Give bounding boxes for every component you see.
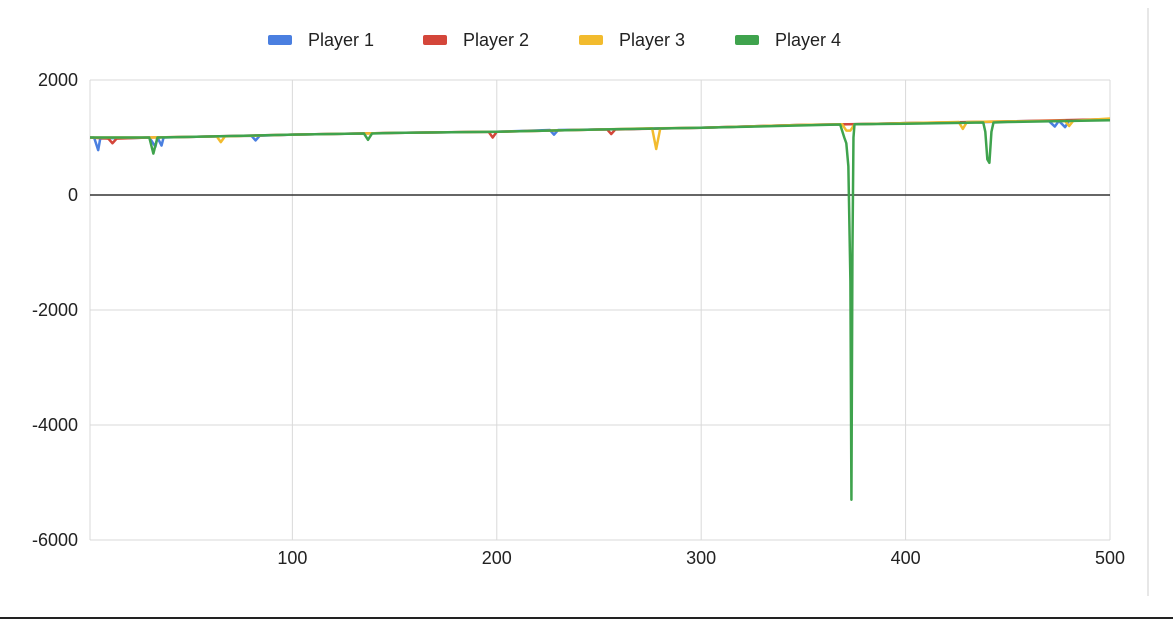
series-line-player-4 xyxy=(90,119,1111,501)
grid-lines xyxy=(89,79,1111,541)
legend-label-player-1: Player 1 xyxy=(308,30,374,50)
y-tick-label: 2000 xyxy=(38,70,78,90)
y-tick-label: 0 xyxy=(68,185,78,205)
legend: Player 1 Player 2 Player 3 Player 4 xyxy=(268,30,841,50)
legend-swatch-player-3 xyxy=(579,35,603,45)
legend-label-player-2: Player 2 xyxy=(463,30,529,50)
legend-swatch-player-1 xyxy=(268,35,292,45)
y-tick-label: -6000 xyxy=(32,530,78,550)
x-tick-label: 300 xyxy=(686,548,716,568)
x-tick-label: 500 xyxy=(1095,548,1125,568)
legend-swatch-player-2 xyxy=(423,35,447,45)
x-tick-label: 100 xyxy=(277,548,307,568)
legend-label-player-4: Player 4 xyxy=(775,30,841,50)
y-tick-label: -2000 xyxy=(32,300,78,320)
x-tick-label: 200 xyxy=(482,548,512,568)
x-tick-label: 400 xyxy=(891,548,921,568)
legend-swatch-player-4 xyxy=(735,35,759,45)
y-tick-label: -4000 xyxy=(32,415,78,435)
legend-label-player-3: Player 3 xyxy=(619,30,685,50)
series-layer xyxy=(89,117,1111,501)
tick-labels: 2000 0 -2000 -4000 -6000 100 200 300 400 500 xyxy=(32,70,1125,568)
